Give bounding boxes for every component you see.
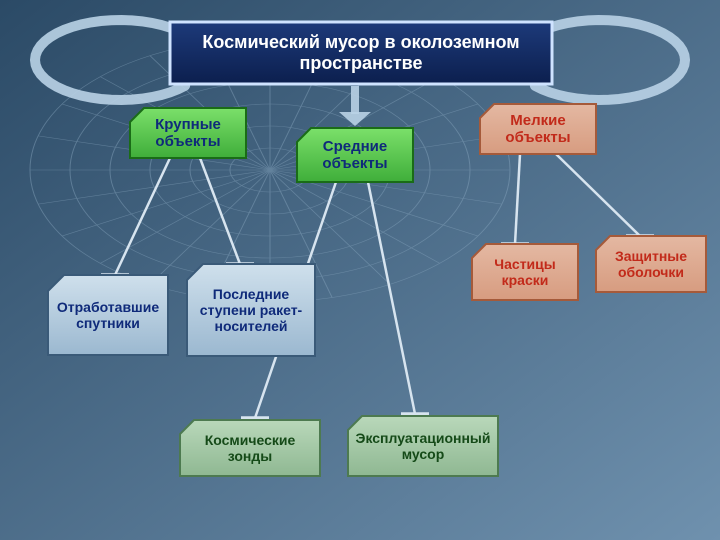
node-stages: Последние ступени ракет-носителей	[187, 264, 315, 356]
node-shields: Защитные оболочки	[596, 236, 706, 292]
node-medium: Средние объекты	[297, 128, 413, 182]
node-opdebris: Эксплуатационный мусор	[348, 416, 498, 476]
node-paint: Частицы краски	[472, 244, 578, 300]
node-sat: Отработавшие спутники	[48, 275, 168, 355]
node-probes: Космические зонды	[180, 420, 320, 476]
node-small: Мелкие объекты	[480, 104, 596, 154]
diagram-stage: Космический мусор в околоземном простран…	[0, 0, 720, 540]
node-large: Крупные объекты	[130, 108, 246, 158]
title-box: Космический мусор в околоземном простран…	[170, 22, 552, 84]
